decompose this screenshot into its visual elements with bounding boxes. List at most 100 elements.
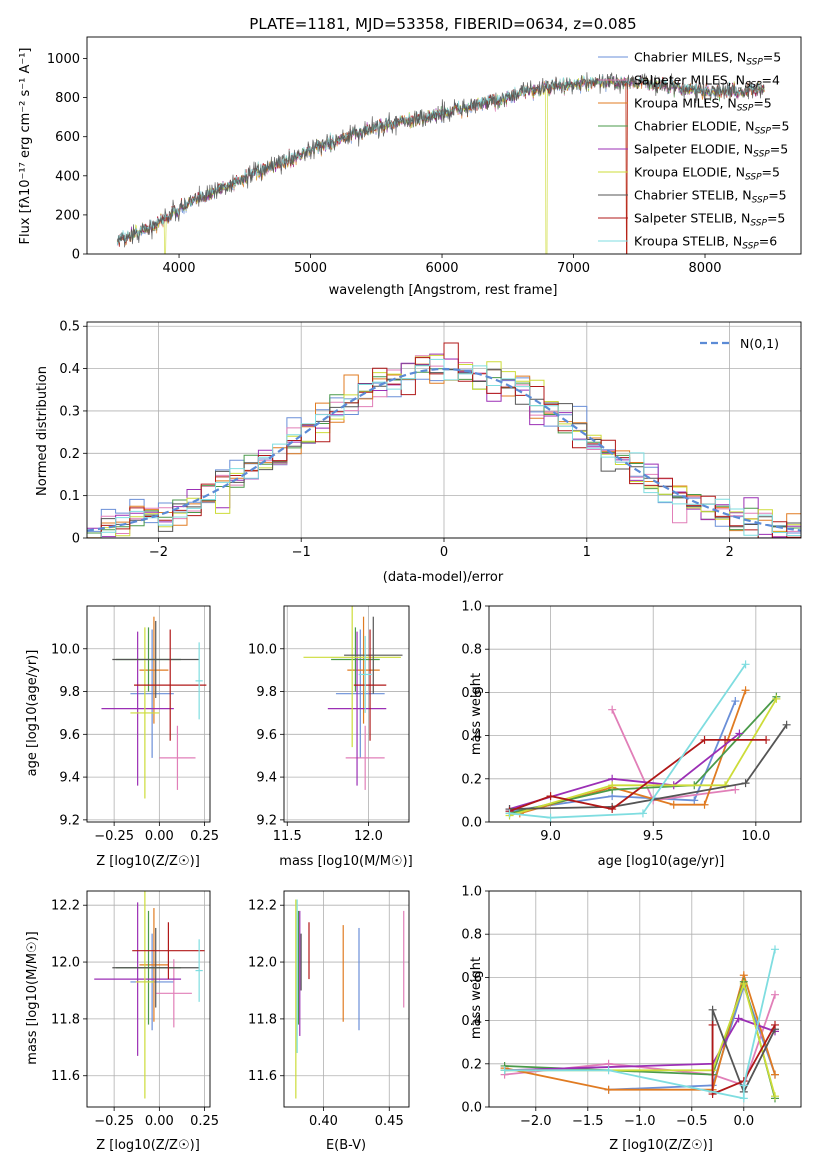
spectrum-xtick-label: 5000 — [294, 261, 327, 276]
age_vs_Z-frame — [86, 605, 211, 823]
age-vs-mass-panel: mass [log10(M/M☉)] — [279, 854, 412, 869]
spec-clip-content — [116, 72, 765, 254]
residuals-axes: −2 −1 0 1 2 0 0.1 0.2 0.3 0.4 0.5 — [59, 320, 802, 560]
spectrum-legend: Chabrier MILES, NSSP=5 Salpeter MILES, NS… — [598, 50, 789, 252]
weight_vs_Z-point-marker — [708, 1005, 717, 1014]
weight_vs_Z-point-marker — [739, 1094, 748, 1103]
weight_vs_age-point-marker — [741, 779, 750, 788]
mass_vs_EBV-xtick-label: 0.45 — [375, 1114, 404, 1129]
mass-vs-EBV-xlabel: E(B-V) — [326, 1138, 366, 1153]
spectrum-ytick-label: 0 — [72, 248, 80, 263]
spectrum-ytick-label: 800 — [55, 91, 80, 106]
residuals-xtick-label: 2 — [725, 545, 733, 560]
residuals-ytick-label: 0.4 — [59, 362, 80, 377]
weight-vs-Z-xlabel: Z [log10(Z/Z☉)] — [609, 1138, 713, 1153]
weight_vs_Z-ytick-label: 1.0 — [461, 885, 482, 900]
residuals-xlabel: (data-model)/error — [383, 570, 504, 585]
weight-vs-age-xlabel: age [log10(age/yr)] — [598, 854, 725, 869]
weight_vs_age-series-line — [509, 696, 778, 815]
spectrum-panel: PLATE=1181, MJD=53358, FIBERID=0634, z=0… — [18, 15, 637, 298]
age_vs_Z-ytick-label: 9.4 — [59, 771, 80, 786]
residuals-xtick-label: −1 — [292, 545, 311, 560]
weight_vs_age-point-marker — [608, 781, 617, 790]
spectrum-ytick-label: 600 — [55, 130, 80, 145]
weight_vs_age-point-marker — [782, 720, 791, 729]
age_vs_mass-ytick-label: 10.0 — [248, 642, 277, 657]
mass_vs_Z-axes: −0.25 0.00 0.25 11.6 11.8 12.0 12.2 — [51, 890, 219, 1129]
mass_vs_Z-xtick-label: 0.00 — [145, 1114, 174, 1129]
weight_vs_age-series-line — [509, 739, 767, 813]
spectrum-legend-label: Salpeter MILES, NSSP=4 — [634, 73, 780, 91]
spectrum-legend-label: Chabrier ELODIE, NSSP=5 — [634, 119, 789, 137]
weight_vs_Z-xtick-label: −1.5 — [572, 1114, 604, 1129]
mass-vs-EBV-panel: E(B-V) — [326, 1138, 366, 1153]
age_vs_mass-frame — [283, 605, 410, 823]
weight_vs_Z-point-marker — [734, 1014, 743, 1023]
mass_vs_EBV-clip-content — [295, 899, 405, 1099]
mass_vs_Z-ytick-label: 11.6 — [51, 1069, 80, 1084]
weight_vs_age-frame — [488, 605, 802, 823]
weight_vs_age-point-marker — [505, 809, 514, 818]
mass_vs_Z-clip-content — [94, 891, 205, 1099]
weight_vs_Z-point-marker — [604, 1066, 613, 1075]
mass_vs_Z-ytick-label: 11.8 — [51, 1012, 80, 1027]
weight_vs_age-series-line — [509, 663, 747, 819]
weight_vs_age-series-line — [509, 698, 778, 817]
mass_vs_EBV-ytick-label: 12.0 — [248, 956, 277, 971]
weight_vs_Z-xtick-label: −0.5 — [676, 1114, 708, 1129]
age_vs_Z-xtick-label: −0.25 — [94, 829, 134, 844]
weight_vs_age-point-marker — [608, 705, 617, 714]
age_vs_mass-xtick-label: 11.5 — [273, 829, 302, 844]
weight_vs_Z-axes: −2.0 −1.5 −1.0 −0.5 0.0 0.0 0.2 0.4 0.6 0.8 1.0 — [461, 885, 802, 1129]
age-vs-mass-xlabel: mass [log10(M/M☉)] — [279, 854, 412, 869]
weight_vs_Z-point-marker — [771, 1070, 779, 1079]
residuals-ytick-label: 0 — [72, 532, 80, 547]
age_vs_Z-ytick-label: 9.6 — [59, 728, 80, 743]
mass-vs-Z-xlabel: Z [log10(Z/Z☉)] — [96, 1138, 200, 1153]
age_vs_Z-xtick-label: 0.25 — [190, 829, 219, 844]
spectrum-xtick-label: 6000 — [425, 261, 458, 276]
age_vs_mass-xtick-label: 12.0 — [354, 829, 383, 844]
weight_vs_Z-series-line — [711, 1024, 776, 1096]
mass_vs_Z-ytick-label: 12.2 — [51, 899, 80, 914]
weight_vs_age-point-marker — [762, 735, 771, 744]
weight_vs_age-point-marker — [731, 785, 740, 794]
weight-vs-Z-panel: Z [log10(Z/Z☉)] mass weight — [469, 957, 713, 1153]
mass_vs_Z-frame — [86, 890, 211, 1108]
mass_vs_EBV-xtick-label: 0.40 — [309, 1114, 338, 1129]
residuals-xtick-label: 1 — [583, 545, 591, 560]
weight_vs_age-point-marker — [735, 729, 744, 738]
weight_vs_Z-clip-content — [500, 945, 779, 1103]
weight_vs_Z-xtick-label: −2.0 — [520, 1114, 552, 1129]
weight_vs_Z-point-marker — [739, 979, 748, 988]
residuals-ytick-label: 0.1 — [59, 489, 80, 504]
mass_vs_Z-ytick-label: 12.0 — [51, 956, 80, 971]
weight_vs_age-point-marker — [608, 805, 617, 814]
residuals-xtick-label: 0 — [440, 545, 448, 560]
spectrum-ytick-label: 200 — [55, 208, 80, 223]
weight_vs_Z-point-marker — [604, 1085, 613, 1094]
spectrum-axes: 4000 5000 6000 7000 8000 0 200 400 600 800 1000 Cha… — [47, 36, 802, 276]
weight_vs_age-point-marker — [669, 800, 678, 809]
mass_vs_Z-xtick-label: 0.25 — [190, 1114, 219, 1129]
spectrum-ytick-label: 400 — [55, 169, 80, 184]
spectrum-title: PLATE=1181, MJD=53358, FIBERID=0634, z=0… — [249, 15, 636, 33]
mass_vs_EBV-ytick-label: 11.6 — [248, 1069, 277, 1084]
mass_vs_EBV-ytick-label: 11.8 — [248, 1012, 277, 1027]
residuals-ytick-label: 0.5 — [59, 320, 80, 335]
age_vs_mass-ytick-label: 9.2 — [256, 813, 277, 828]
residuals-legend-label: N(0,1) — [740, 336, 779, 351]
spectrum-legend-label: Kroupa ELODIE, NSSP=5 — [634, 165, 780, 183]
weight_vs_age-xtick-label: 10.0 — [741, 829, 770, 844]
spectrum-xlabel: wavelength [Angstrom, rest frame] — [329, 283, 558, 298]
weight_vs_Z-ytick-label: 0.4 — [461, 1014, 482, 1029]
residuals-hist-step — [87, 342, 801, 538]
weight_vs_age-point-marker — [731, 697, 740, 706]
age_vs_Z-ytick-label: 9.8 — [59, 685, 80, 700]
age_vs_mass-ytick-label: 9.4 — [256, 771, 277, 786]
spectrum-xtick-label: 8000 — [688, 261, 721, 276]
weight_vs_Z-point-marker — [771, 1092, 779, 1101]
age-vs-Z-ylabel: age [log10(age/yr)] — [25, 650, 40, 777]
age-vs-Z-panel: Z [log10(Z/Z☉)] age [log10(age/yr)] — [25, 650, 200, 869]
